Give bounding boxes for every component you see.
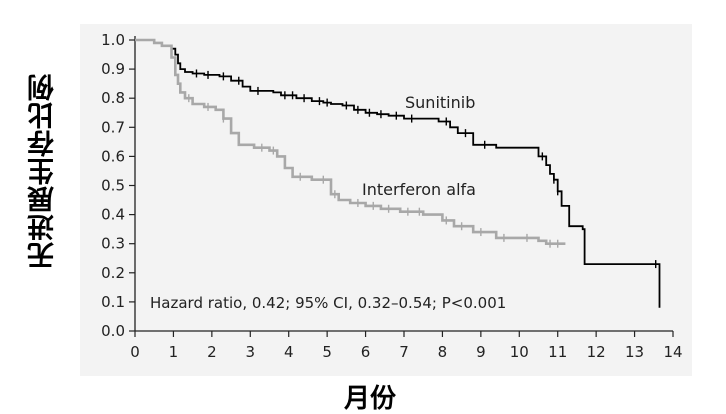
x-tick-label: 3 <box>246 343 256 361</box>
y-tick-label: 0.5 <box>101 177 125 195</box>
series-line-interferon-alfa <box>135 38 566 245</box>
hazard-ratio-annotation: Hazard ratio, 0.42; 95% CI, 0.32–0.54; P… <box>150 294 506 312</box>
x-tick-label: 0 <box>130 343 140 361</box>
x-tick-label: 5 <box>322 343 332 361</box>
y-axis-title: 无进展生存比例 <box>28 73 59 269</box>
y-tick-label: 1.0 <box>101 31 125 49</box>
x-tick-label: 1 <box>169 343 179 361</box>
y-tick-label: 0.9 <box>101 60 125 78</box>
x-tick-label: 10 <box>510 343 529 361</box>
x-tick-label: 9 <box>476 343 486 361</box>
series-label-interferon-alfa: Interferon alfa <box>362 180 476 199</box>
y-tick-label: 0.6 <box>101 147 125 165</box>
plot-background <box>80 24 692 376</box>
x-tick-label: 12 <box>587 343 606 361</box>
labels-layer: Sunitinib Interferon alfa Hazard ratio, 0.… <box>150 93 506 312</box>
x-axis-title: 月份 <box>343 384 396 414</box>
x-tick-label: 6 <box>361 343 371 361</box>
x-tick-label: 13 <box>625 343 644 361</box>
y-tick-label: 0.1 <box>101 293 125 311</box>
x-tick-label: 14 <box>663 343 682 361</box>
x-tick-label: 11 <box>548 343 567 361</box>
x-tick-label: 2 <box>207 343 217 361</box>
x-tick-label: 8 <box>438 343 448 361</box>
axes: 0 1 2 3 4 5 6 7 8 9 10 11 12 13 140.00.10.20.30.40.50.… <box>101 31 682 361</box>
y-tick-label: 0.7 <box>101 118 125 136</box>
y-tick-label: 0.0 <box>101 322 125 340</box>
series-layer <box>135 38 661 308</box>
x-tick-label: 7 <box>399 343 409 361</box>
x-tick-label: 4 <box>284 343 294 361</box>
series-label-sunitinib: Sunitinib <box>405 93 475 112</box>
y-tick-label: 0.2 <box>101 264 125 282</box>
y-tick-label: 0.8 <box>101 89 125 107</box>
y-tick-label: 0.3 <box>101 235 125 253</box>
y-tick-label: 0.4 <box>101 206 125 224</box>
